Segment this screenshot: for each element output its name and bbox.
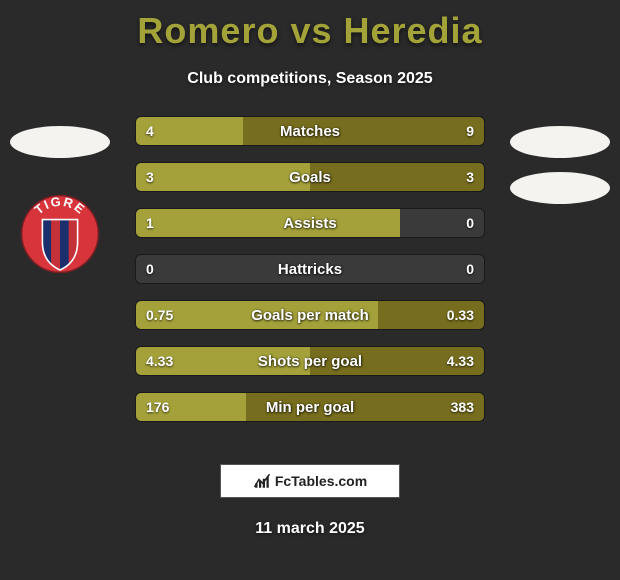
fctables-logo: FcTables.com (220, 464, 400, 498)
stat-row: Goals33 (135, 162, 485, 192)
stat-bar-left (136, 301, 378, 329)
stat-row: Goals per match0.750.33 (135, 300, 485, 330)
chart-icon (253, 472, 271, 490)
logo-text: FcTables.com (275, 473, 367, 489)
stat-value-right: 0 (466, 209, 474, 237)
stat-bar-left (136, 393, 246, 421)
stat-bar-left (136, 117, 243, 145)
stat-row: Min per goal176383 (135, 392, 485, 422)
stat-row: Shots per goal4.334.33 (135, 346, 485, 376)
subtitle: Club competitions, Season 2025 (0, 70, 620, 88)
stat-row: Hattricks0 0 (135, 254, 485, 284)
player-right-placeholder-2 (510, 172, 610, 204)
comparison-panel: TIGRE Matches49 Goals33 Assists10 Hattricks… (0, 116, 620, 446)
stat-bars: Matches49Goals33Assists10Hattricks00Goal… (135, 116, 485, 438)
stat-bar-left (136, 163, 310, 191)
page-title: Romero vs Heredia (0, 0, 620, 52)
stat-bar-left (136, 347, 310, 375)
stat-bar-right (378, 301, 484, 329)
club-badge: TIGRE (20, 194, 100, 274)
stat-bar-right (246, 393, 484, 421)
date-text: 11 march 2025 (0, 520, 620, 538)
stat-bar-right (310, 163, 484, 191)
stat-bar-right (243, 117, 484, 145)
stat-label: Hattricks (136, 255, 484, 283)
stat-bar-right (310, 347, 484, 375)
stat-bar-left (136, 209, 400, 237)
player-left-placeholder (10, 126, 110, 158)
stat-row: Assists10 (135, 208, 485, 238)
stat-row: Matches49 (135, 116, 485, 146)
stat-value-right: 0 (466, 255, 474, 283)
player-right-placeholder-1 (510, 126, 610, 158)
stat-value-left: 0 (146, 255, 154, 283)
